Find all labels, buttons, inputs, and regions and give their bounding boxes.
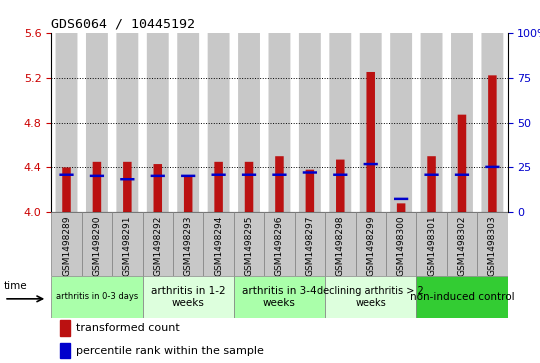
Bar: [424, 174, 438, 176]
Bar: [51, 276, 143, 318]
Text: arthritis in 3-4
weeks: arthritis in 3-4 weeks: [242, 286, 317, 307]
Bar: [264, 212, 295, 276]
Bar: [299, 33, 321, 212]
Text: arthritis in 1-2
weeks: arthritis in 1-2 weeks: [151, 286, 226, 307]
Bar: [421, 33, 442, 212]
Bar: [363, 163, 378, 165]
Text: transformed count: transformed count: [76, 323, 180, 333]
Text: GSM1498294: GSM1498294: [214, 216, 223, 276]
Text: GSM1498300: GSM1498300: [396, 216, 406, 276]
Bar: [394, 197, 408, 200]
Text: GSM1498298: GSM1498298: [336, 216, 345, 276]
Bar: [367, 72, 375, 212]
Bar: [177, 33, 199, 212]
Bar: [333, 174, 347, 176]
Bar: [60, 320, 70, 336]
Text: GSM1498295: GSM1498295: [245, 216, 254, 276]
Bar: [416, 276, 508, 318]
Bar: [59, 174, 73, 176]
Bar: [60, 343, 70, 359]
Bar: [238, 33, 260, 212]
Bar: [386, 212, 416, 276]
Bar: [245, 162, 253, 212]
Bar: [451, 33, 473, 212]
Bar: [184, 175, 192, 212]
Text: arthritis in 0-3 days: arthritis in 0-3 days: [56, 292, 138, 301]
Bar: [303, 171, 317, 174]
Bar: [86, 33, 108, 212]
Bar: [336, 160, 345, 212]
Bar: [117, 33, 138, 212]
Text: GSM1498290: GSM1498290: [92, 216, 102, 276]
Bar: [62, 167, 71, 212]
Bar: [51, 212, 82, 276]
Bar: [275, 156, 284, 212]
Text: GSM1498301: GSM1498301: [427, 216, 436, 276]
Bar: [208, 33, 230, 212]
Bar: [455, 174, 469, 176]
Bar: [242, 174, 256, 176]
Bar: [147, 33, 168, 212]
Bar: [268, 33, 291, 212]
Bar: [355, 212, 386, 276]
Bar: [306, 170, 314, 212]
Text: GSM1498289: GSM1498289: [62, 216, 71, 276]
Bar: [82, 212, 112, 276]
Text: GSM1498303: GSM1498303: [488, 216, 497, 276]
Text: declining arthritis > 2
weeks: declining arthritis > 2 weeks: [318, 286, 424, 307]
Text: GSM1498291: GSM1498291: [123, 216, 132, 276]
Bar: [90, 175, 104, 177]
Bar: [482, 33, 503, 212]
Bar: [325, 212, 355, 276]
Bar: [123, 162, 132, 212]
Bar: [390, 33, 412, 212]
Bar: [485, 166, 500, 168]
Text: GSM1498293: GSM1498293: [184, 216, 193, 276]
Bar: [272, 174, 287, 176]
Bar: [477, 212, 508, 276]
Bar: [234, 212, 264, 276]
Bar: [397, 203, 406, 212]
Bar: [427, 156, 436, 212]
Text: GSM1498296: GSM1498296: [275, 216, 284, 276]
Bar: [212, 174, 226, 176]
Bar: [458, 115, 466, 212]
Bar: [153, 164, 162, 212]
Bar: [488, 76, 497, 212]
Bar: [173, 212, 204, 276]
Bar: [143, 276, 234, 318]
Bar: [204, 212, 234, 276]
Text: percentile rank within the sample: percentile rank within the sample: [76, 346, 264, 355]
Bar: [151, 175, 165, 177]
Text: time: time: [4, 281, 28, 291]
Text: GDS6064 / 10445192: GDS6064 / 10445192: [51, 17, 195, 30]
Bar: [329, 33, 351, 212]
Bar: [234, 276, 325, 318]
Bar: [112, 212, 143, 276]
Text: GSM1498299: GSM1498299: [366, 216, 375, 276]
Text: GSM1498302: GSM1498302: [457, 216, 467, 276]
Text: GSM1498292: GSM1498292: [153, 216, 162, 276]
Bar: [447, 212, 477, 276]
Bar: [181, 175, 195, 177]
Bar: [325, 276, 416, 318]
Bar: [143, 212, 173, 276]
Text: non-induced control: non-induced control: [410, 292, 514, 302]
Bar: [93, 162, 101, 212]
Bar: [295, 212, 325, 276]
Bar: [214, 162, 223, 212]
Bar: [416, 212, 447, 276]
Text: GSM1498297: GSM1498297: [306, 216, 314, 276]
Bar: [56, 33, 77, 212]
Bar: [360, 33, 382, 212]
Bar: [120, 178, 134, 180]
